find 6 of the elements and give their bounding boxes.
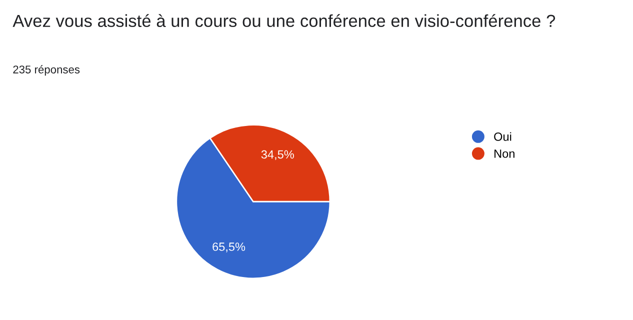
chart-title: Avez vous assisté à un cours ou une conférence en visio-conférence ? — [12, 14, 556, 28]
legend-label: Oui — [494, 132, 512, 141]
text: 235 réponses — [13, 65, 80, 76]
data-label: 65,5% — [212, 242, 246, 252]
data-label: 34,5% — [261, 150, 294, 160]
legend-label: Non — [494, 150, 514, 158]
